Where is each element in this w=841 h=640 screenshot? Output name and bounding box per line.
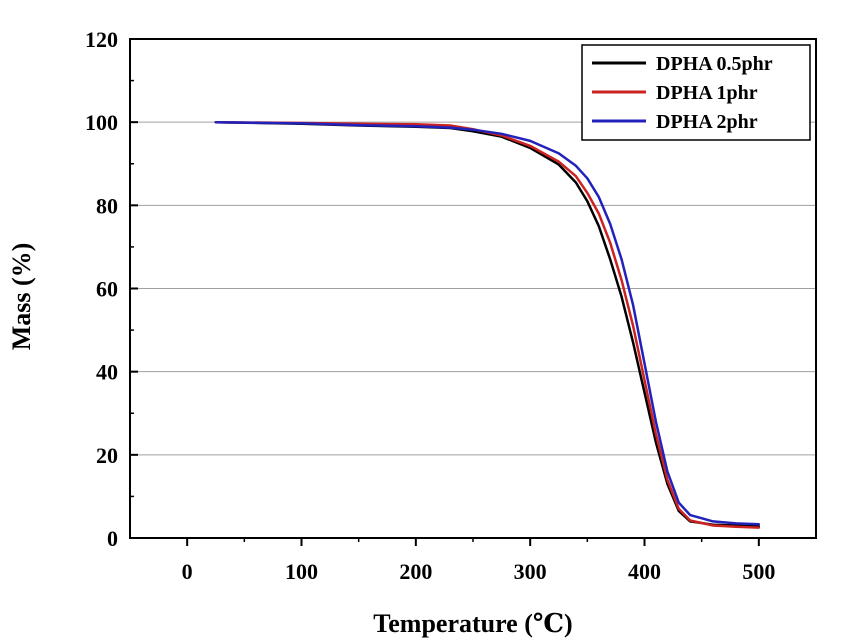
series-line-1 — [214, 120, 761, 528]
y-axis-title: Mass (%) — [7, 243, 36, 351]
legend: DPHA 0.5phr DPHA 1phr DPHA 2phr — [581, 44, 811, 141]
y-tick-label: 0 — [107, 526, 118, 551]
x-tick-label: 400 — [628, 559, 661, 584]
series-line-3 — [214, 120, 761, 526]
y-tick-label: 80 — [96, 193, 118, 218]
legend-label: DPHA 2phr — [656, 111, 758, 133]
x-tick-label: 0 — [182, 559, 193, 584]
y-tick-label: 100 — [85, 110, 118, 135]
series-line-2 — [214, 120, 761, 529]
y-tick-label: 60 — [96, 277, 118, 302]
gridlines — [130, 121, 816, 456]
legend-label: DPHA 0.5phr — [656, 53, 773, 75]
y-tick-label: 40 — [96, 360, 118, 385]
x-tick-label: 300 — [514, 559, 547, 584]
x-tick-label: 100 — [285, 559, 318, 584]
axis-ticks: 0 20 40 60 80 100 120 0 100 200 300 400 500 — [85, 27, 775, 584]
series-lines — [214, 120, 761, 529]
x-tick-label: 200 — [399, 559, 432, 584]
y-tick-label: 120 — [85, 27, 118, 52]
legend-label: DPHA 1phr — [656, 82, 758, 104]
x-tick-label: 500 — [742, 559, 775, 584]
y-tick-label: 20 — [96, 443, 118, 468]
x-axis-title: Temperature (℃) — [373, 609, 572, 638]
